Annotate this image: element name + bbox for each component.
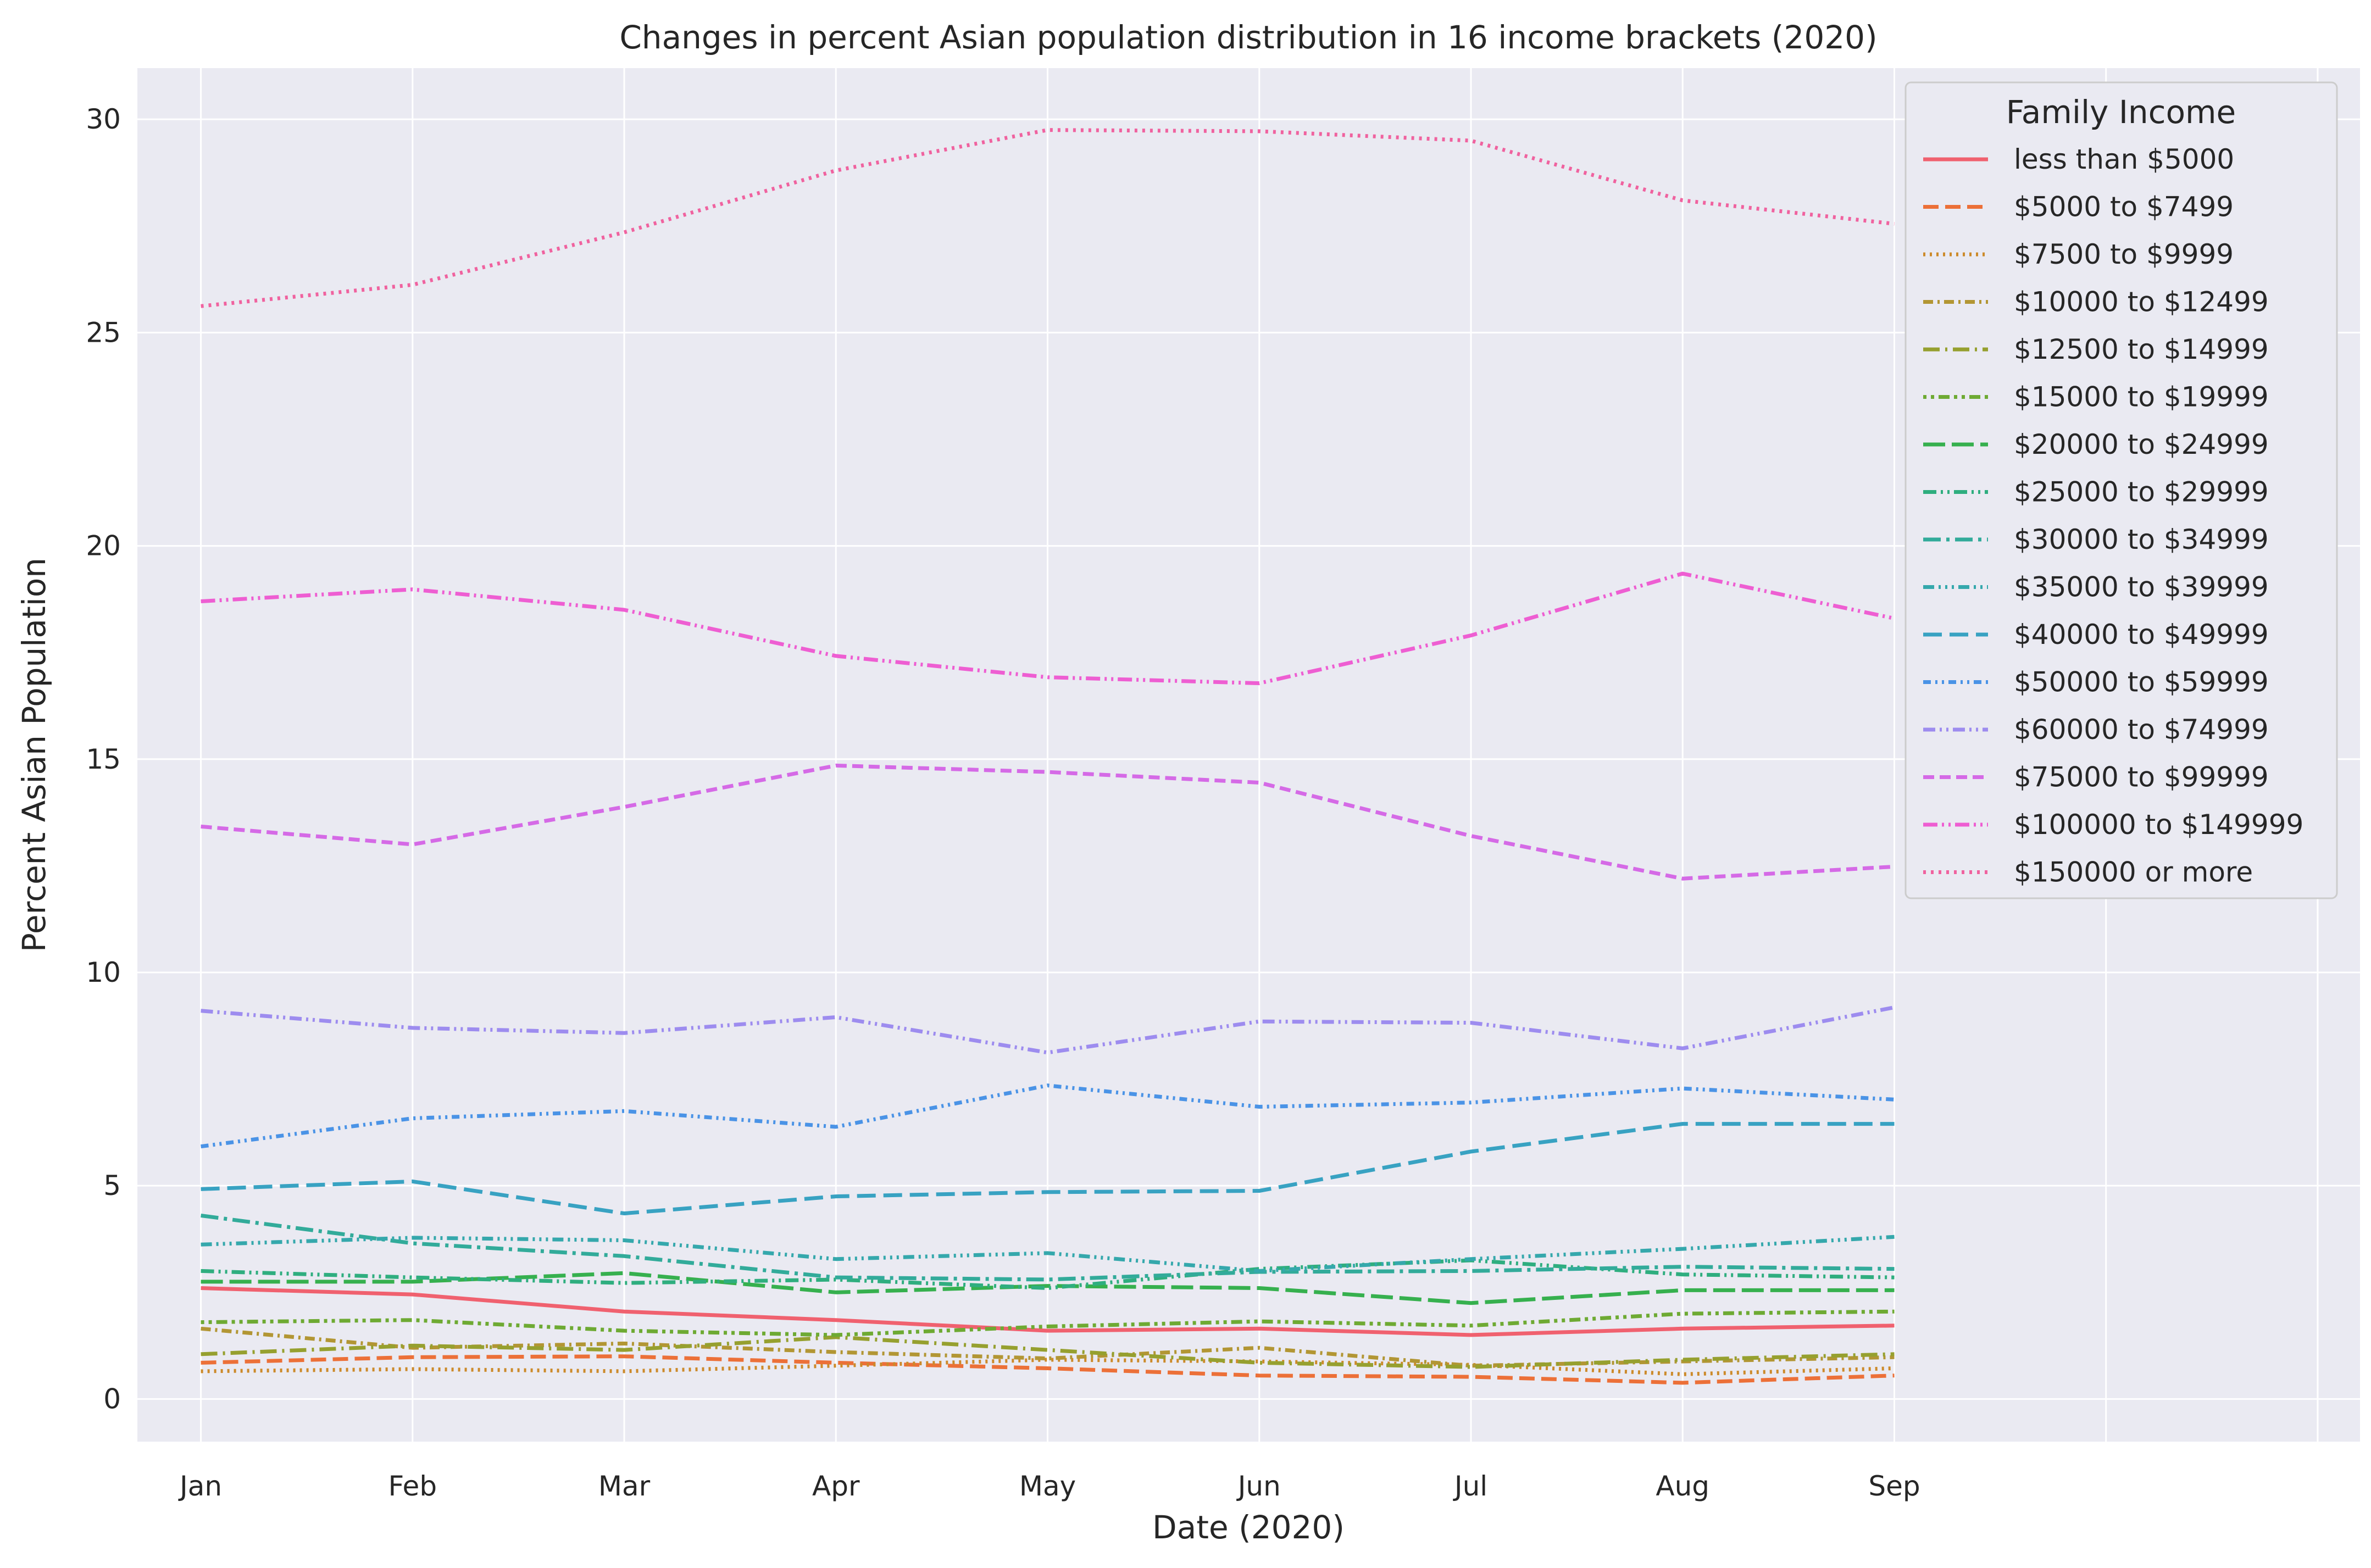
series-line-7 <box>201 1258 1895 1290</box>
series-line-12 <box>201 1005 1895 1055</box>
legend-label-7: $25000 to $29999 <box>2014 476 2269 508</box>
legend-label-9: $35000 to $39999 <box>2014 571 2269 603</box>
legend-label-3: $10000 to $12499 <box>2014 286 2269 318</box>
series-line-1 <box>201 1354 1895 1385</box>
series-line-11 <box>201 1083 1895 1149</box>
legend-label-12: $60000 to $74999 <box>2014 714 2269 746</box>
x-tick-label-jun: Jun <box>1236 1470 1281 1502</box>
legend-title: Family Income <box>2006 93 2236 131</box>
legend-label-13: $75000 to $99999 <box>2014 761 2269 793</box>
legend-label-8: $30000 to $34999 <box>2014 524 2269 555</box>
x-tick-label-jan: Jan <box>178 1470 222 1502</box>
y-tick-label: 10 <box>86 957 121 988</box>
y-tick-label: 5 <box>103 1170 121 1202</box>
series-line-10 <box>201 1122 1895 1216</box>
series-line-4 <box>201 1335 1895 1369</box>
y-tick-label: 20 <box>86 530 121 562</box>
y-tick-label: 0 <box>103 1383 121 1415</box>
legend-label-0: less than $5000 <box>2014 143 2234 175</box>
series-lines <box>201 128 1895 1385</box>
legend-label-10: $40000 to $49999 <box>2014 619 2269 650</box>
legend-label-4: $12500 to $14999 <box>2014 333 2269 365</box>
legend-items: less than $5000 $5000 to $7499 $7500 to $9… <box>1923 143 2303 888</box>
series-line-2 <box>201 1358 1895 1376</box>
x-tick-label-may: May <box>1019 1470 1076 1502</box>
legend-label-2: $7500 to $9999 <box>2014 238 2234 270</box>
x-tick-label-jul: Jul <box>1453 1470 1487 1502</box>
x-tick-label-aug: Aug <box>1656 1470 1709 1502</box>
series-line-3 <box>201 1326 1895 1368</box>
legend: Family Income less than $5000 $5000 to $7… <box>1904 81 2338 899</box>
series-line-13 <box>201 763 1895 881</box>
x-tick-label-mar: Mar <box>598 1470 651 1502</box>
legend-label-14: $100000 to $149999 <box>2014 809 2303 841</box>
series-line-5 <box>201 1309 1895 1337</box>
legend-box <box>1904 81 2338 899</box>
y-axis-title: Percent Asian Population <box>15 558 53 952</box>
series-line-6 <box>201 1271 1895 1305</box>
legend-label-1: $5000 to $7499 <box>2014 191 2234 223</box>
legend-label-15: $150000 or more <box>2014 857 2253 888</box>
y-tick-label: 15 <box>86 743 121 775</box>
x-tick-label-apr: Apr <box>812 1470 860 1502</box>
series-line-15 <box>201 128 1895 308</box>
y-tick-label: 25 <box>86 316 121 348</box>
x-tick-label-feb: Feb <box>388 1470 437 1502</box>
y-tick-label: 30 <box>86 103 121 135</box>
series-line-8 <box>201 1214 1895 1282</box>
x-tick-label-sep: Sep <box>1868 1470 1920 1502</box>
tick-labels: 0 5 10 15 20 25 30 Jan Feb Mar Apr May Jun Jul Aug Sep <box>86 103 1920 1502</box>
series-line-0 <box>201 1286 1895 1337</box>
series-line-14 <box>201 571 1895 686</box>
chart-title: Changes in percent Asian population dist… <box>619 19 1877 56</box>
series-line-9 <box>201 1235 1895 1273</box>
legend-label-5: $15000 to $19999 <box>2014 381 2269 413</box>
legend-label-6: $20000 to $24999 <box>2014 429 2269 460</box>
legend-label-11: $50000 to $59999 <box>2014 666 2269 698</box>
x-axis-title: Date (2020) <box>1152 1509 1345 1546</box>
